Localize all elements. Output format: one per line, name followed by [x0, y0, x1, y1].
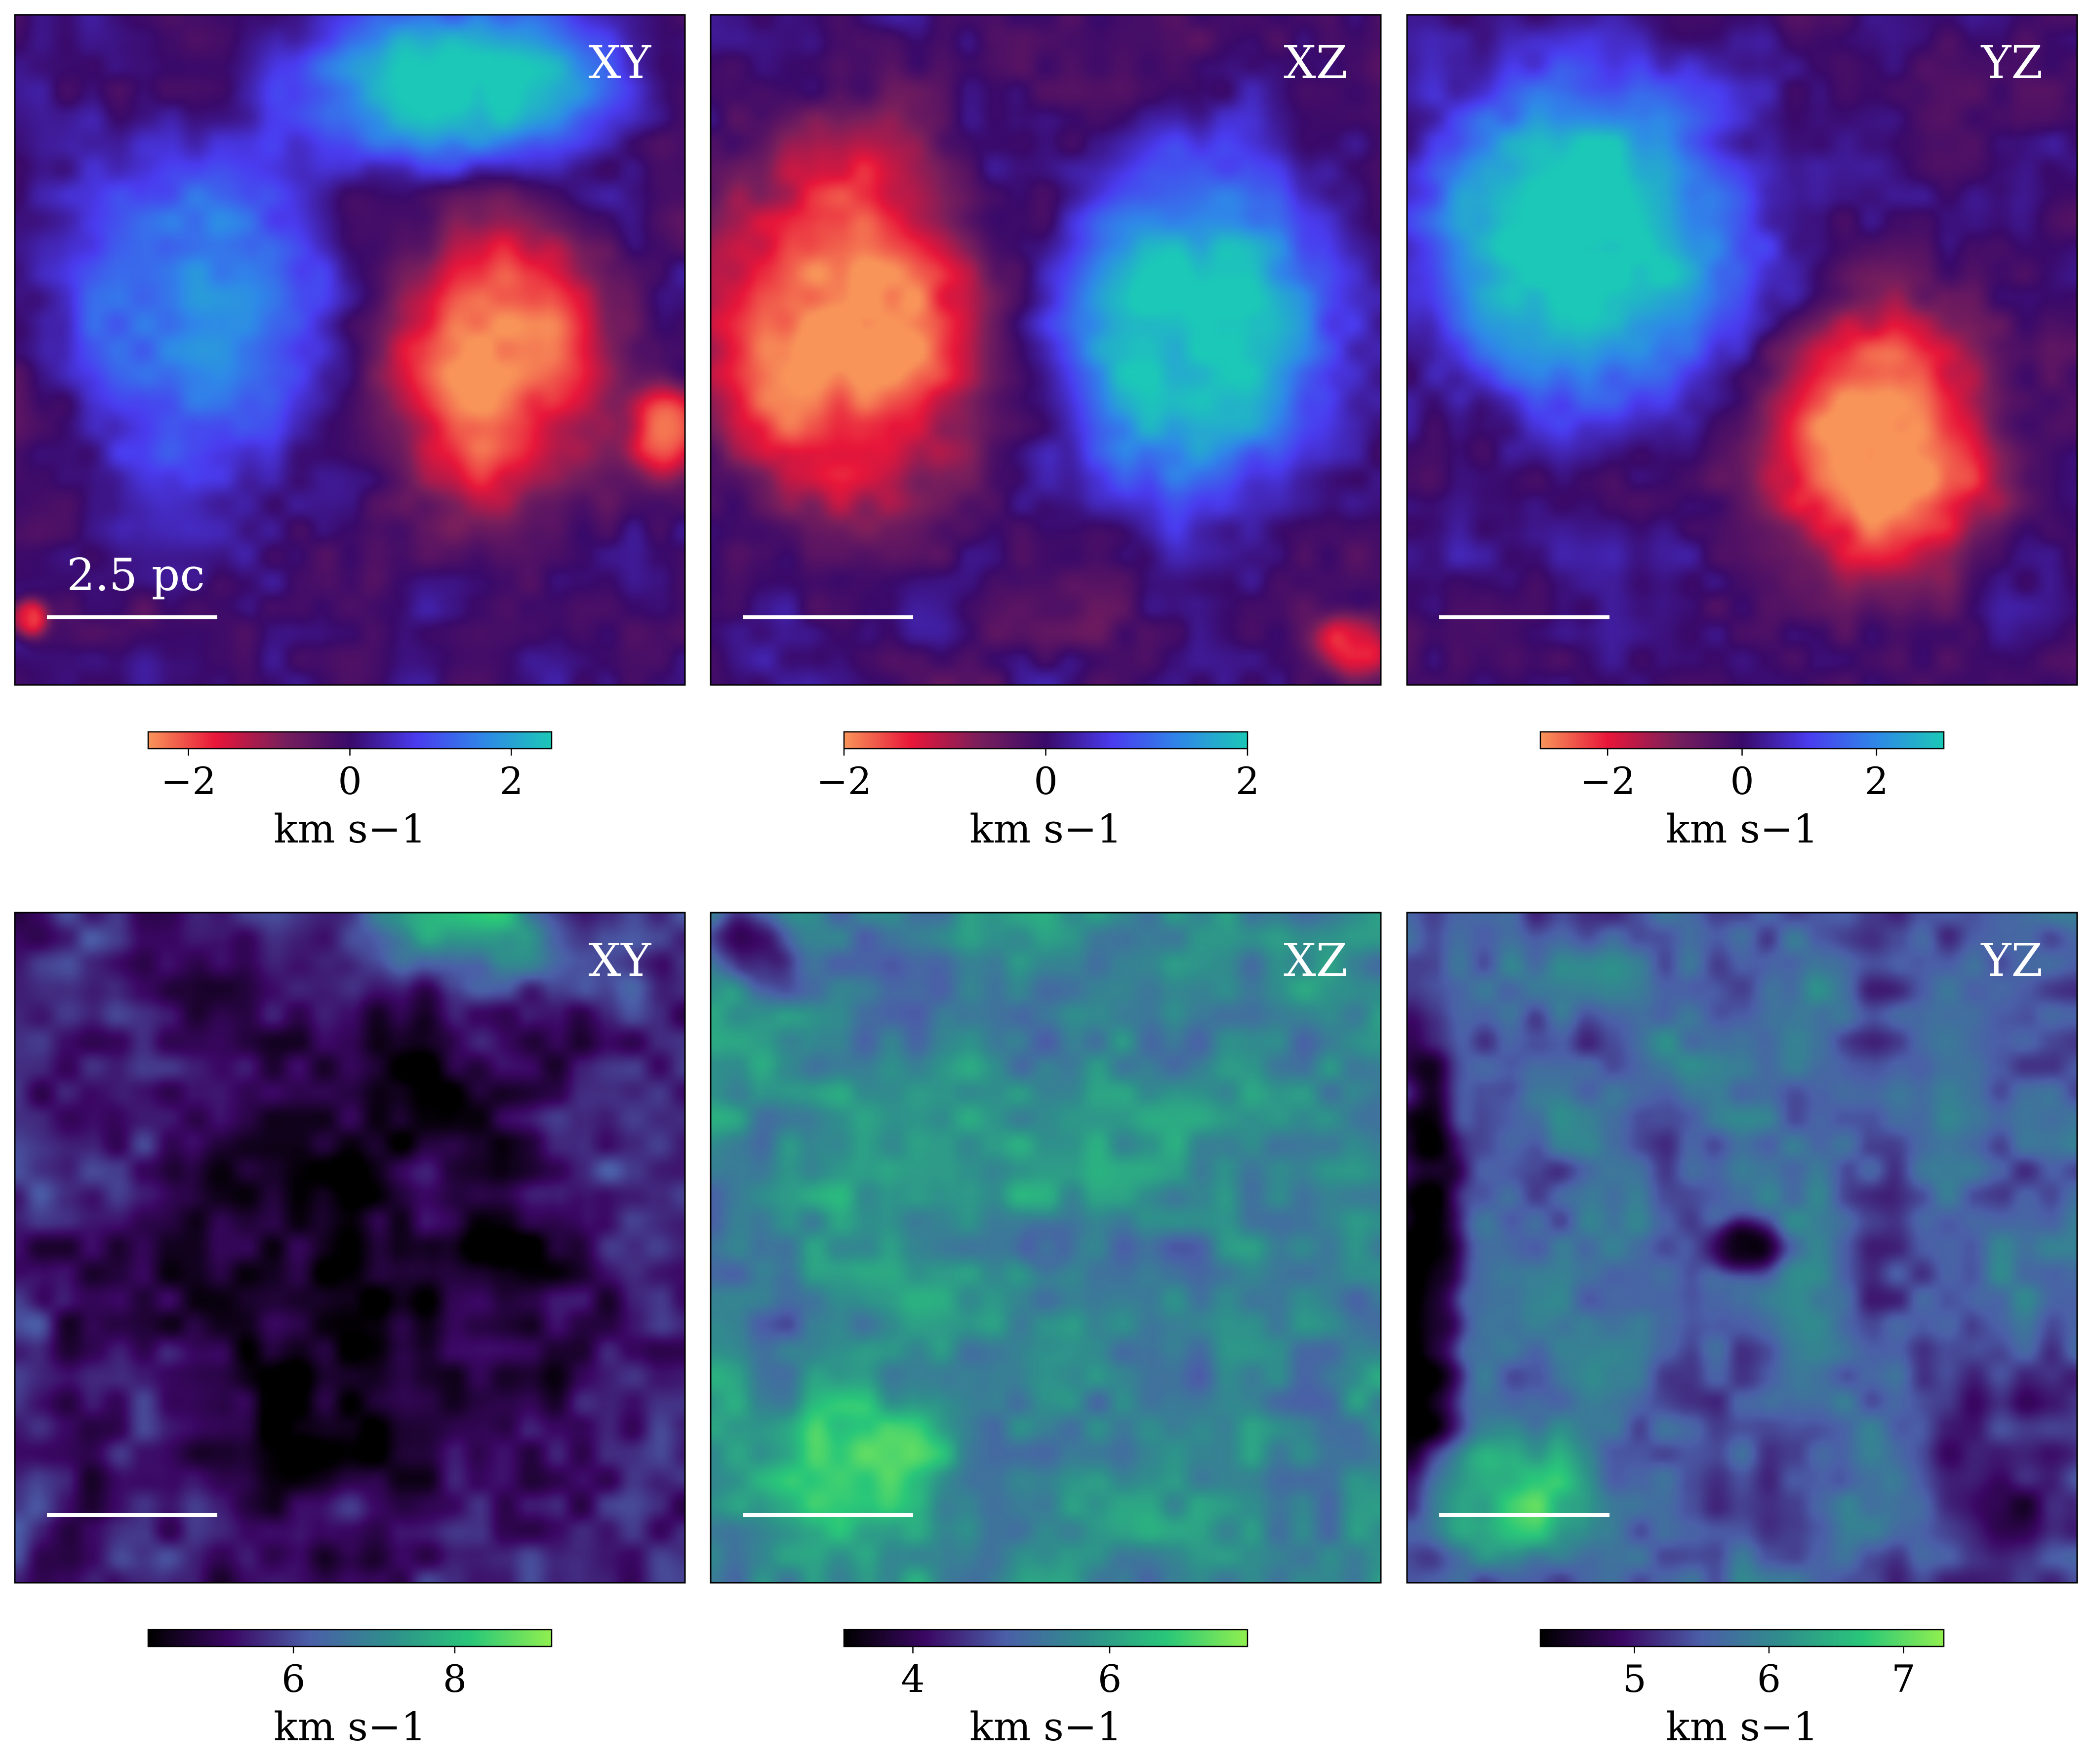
colorbar-gradient	[148, 1630, 552, 1646]
colorbar: −2 0 2 km s−1	[816, 731, 1259, 852]
panel-frame	[1406, 912, 2078, 1584]
colorbar-label: km s−1	[969, 806, 1122, 852]
colorbar-tick-label: 4	[901, 1657, 925, 1701]
map-panel-bottom-xz: XZ 4 6km s−1	[710, 912, 1382, 1750]
panel-frame	[710, 912, 1382, 1584]
panel-frame	[14, 912, 686, 1584]
colorbar: 4 6km s−1	[843, 1629, 1248, 1750]
colorbar-gradient	[148, 732, 552, 749]
colorbar-tick-label: 2	[499, 759, 523, 803]
colorbar-tick-label: 6	[281, 1657, 305, 1701]
colorbar: −2 0 2 km s−1	[1539, 731, 1945, 852]
heatmap-image	[15, 913, 685, 1583]
colorbar-gradient	[1540, 732, 1944, 749]
colorbar-gradient	[844, 732, 1247, 749]
projection-label: XZ	[1284, 36, 1347, 89]
colorbar-tick-label: 2	[1865, 759, 1889, 803]
heatmap-image	[711, 913, 1381, 1583]
heatmap-image	[1407, 15, 2077, 685]
panel-frame	[1406, 14, 2078, 686]
panel-frame	[710, 14, 1382, 686]
colorbar-label: km s−1	[274, 1704, 426, 1750]
panel-frame	[14, 14, 686, 686]
colorbar-tick-label: 0	[1730, 759, 1754, 803]
colorbar-tick-label: 8	[443, 1657, 467, 1701]
colorbar-tick-label: 2	[1236, 759, 1259, 803]
colorbar-tick-label: −2	[1580, 759, 1635, 803]
colorbar-tick-label: 6	[1757, 1657, 1781, 1701]
projection-label: XZ	[1284, 934, 1347, 987]
colorbar-frame	[147, 1629, 553, 1647]
colorbar-gradient	[1540, 1630, 1944, 1646]
colorbar-frame	[843, 1629, 1248, 1647]
projection-label: YZ	[1980, 934, 2043, 987]
colorbar-tick-label: 0	[1034, 759, 1057, 803]
colorbar-label: km s−1	[1666, 1704, 1818, 1750]
map-panel-top-xz: XZ −2 0 2 km s−1	[710, 14, 1382, 852]
colorbar-tick-label: 7	[1891, 1657, 1915, 1701]
colorbar-label: km s−1	[274, 806, 426, 852]
colorbar-tick-label: −2	[816, 759, 872, 803]
heatmap-image	[15, 15, 685, 685]
projection-label: XY	[589, 934, 651, 987]
colorbar-frame	[1539, 1629, 1945, 1647]
map-panel-bottom-yz: YZ 5 6 7 km s−1	[1406, 912, 2078, 1750]
colorbar-gradient	[844, 1630, 1247, 1646]
projection-label: YZ	[1980, 36, 2043, 89]
projection-label: XY	[589, 36, 651, 89]
colorbar-tick-label: 6	[1098, 1657, 1122, 1701]
colorbar: 6 8 km s−1	[147, 1629, 553, 1750]
colorbar-tick-label: 0	[338, 759, 362, 803]
heatmap-image	[1407, 913, 2077, 1583]
colorbar-label: km s−1	[1666, 806, 1818, 852]
map-panel-bottom-xy: XY 6 8 km s−1	[14, 912, 686, 1750]
heatmap-image	[711, 15, 1381, 685]
colorbar: 5 6 7 km s−1	[1539, 1629, 1945, 1750]
colorbar: −2 0 2 km s−1	[147, 731, 553, 852]
scale-bar-label: 2.5 pc	[67, 549, 205, 601]
map-panel-top-xy: XY 2.5 pc −2 0 2 km s−1	[14, 14, 686, 852]
colorbar-label: km s−1	[969, 1704, 1122, 1750]
colorbar-tick-label: −2	[161, 759, 216, 803]
colorbar-tick-label: 5	[1622, 1657, 1646, 1701]
map-panel-top-yz: YZ −2 0 2 km s−1	[1406, 14, 2078, 852]
